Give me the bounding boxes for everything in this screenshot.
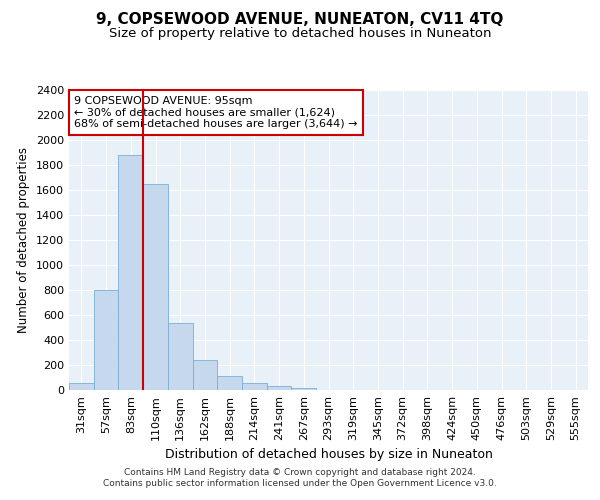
X-axis label: Distribution of detached houses by size in Nuneaton: Distribution of detached houses by size … [164, 448, 493, 462]
Text: Contains HM Land Registry data © Crown copyright and database right 2024.
Contai: Contains HM Land Registry data © Crown c… [103, 468, 497, 487]
Bar [168, 322, 193, 390]
Bar [292, 388, 316, 390]
Bar [267, 386, 292, 390]
Bar [69, 383, 94, 390]
Y-axis label: Number of detached properties: Number of detached properties [17, 147, 31, 333]
Text: Size of property relative to detached houses in Nuneaton: Size of property relative to detached ho… [109, 28, 491, 40]
Bar [217, 376, 242, 390]
Text: 9 COPSEWOOD AVENUE: 95sqm
← 30% of detached houses are smaller (1,624)
68% of se: 9 COPSEWOOD AVENUE: 95sqm ← 30% of detac… [74, 96, 358, 129]
Text: 9, COPSEWOOD AVENUE, NUNEATON, CV11 4TQ: 9, COPSEWOOD AVENUE, NUNEATON, CV11 4TQ [97, 12, 503, 28]
Bar [143, 184, 168, 390]
Bar [118, 155, 143, 390]
Bar [94, 290, 118, 390]
Bar [193, 360, 217, 390]
Bar [242, 383, 267, 390]
